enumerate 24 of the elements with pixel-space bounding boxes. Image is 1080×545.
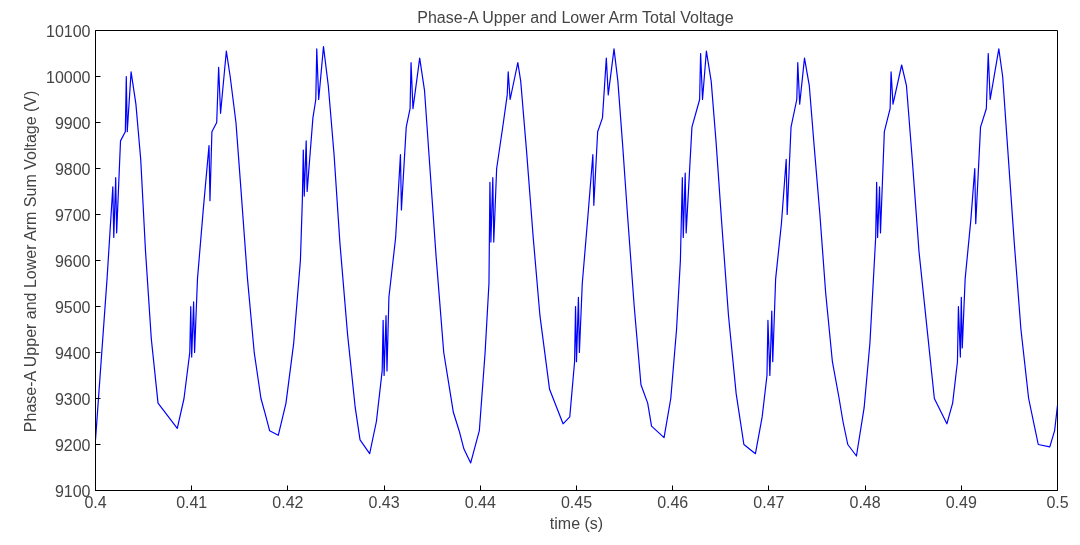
- y-tick-label: 9600: [54, 252, 91, 270]
- y-tick-label: 9900: [54, 114, 91, 132]
- x-tick-label: 0.5: [1046, 493, 1069, 511]
- y-tick-label: 10000: [46, 68, 91, 86]
- y-tick-label: 9500: [54, 298, 91, 316]
- y-tick-label: 9200: [54, 436, 91, 454]
- x-tick-label: 0.48: [849, 493, 881, 511]
- x-axis-title: time (s): [549, 514, 604, 532]
- x-tick-label: 0.41: [176, 493, 208, 511]
- y-tick-label: 9700: [54, 206, 91, 224]
- line-series: [95, 46, 1058, 464]
- x-tick-label: 0.47: [753, 493, 785, 511]
- y-tick-label: 9800: [54, 160, 91, 178]
- y-axis-title: Phase-A Upper and Lower Arm Sum Voltage (V): [22, 90, 40, 433]
- chart-title: Phase-A Upper and Lower Arm Total Voltage: [417, 8, 734, 26]
- y-tick-label: 9300: [54, 390, 91, 408]
- x-tick-label: 0.42: [272, 493, 304, 511]
- x-tick-label: 0.49: [945, 493, 977, 511]
- y-tick-label: 9400: [54, 344, 91, 362]
- x-tick-label: 0.46: [657, 493, 689, 511]
- x-tick-label: 0.43: [368, 493, 400, 511]
- x-tick-label: 0.44: [464, 493, 496, 511]
- x-tick-label: 0.45: [560, 493, 593, 511]
- y-tick-label: 10100: [46, 22, 91, 40]
